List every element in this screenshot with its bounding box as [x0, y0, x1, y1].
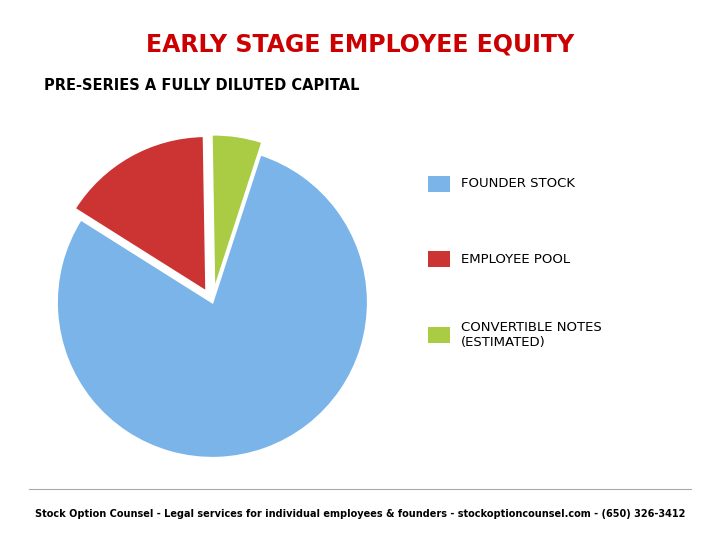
- Text: CONVERTIBLE NOTES
(ESTIMATED): CONVERTIBLE NOTES (ESTIMATED): [461, 321, 601, 349]
- Text: EARLY STAGE EMPLOYEE EQUITY: EARLY STAGE EMPLOYEE EQUITY: [146, 32, 574, 56]
- Text: Stock Option Counsel - Legal services for individual employees & founders - stoc: Stock Option Counsel - Legal services fo…: [35, 509, 685, 519]
- Wedge shape: [75, 136, 207, 292]
- Text: EMPLOYEE POOL: EMPLOYEE POOL: [461, 253, 570, 266]
- Wedge shape: [212, 134, 262, 290]
- Wedge shape: [57, 154, 368, 458]
- Text: PRE-SERIES A FULLY DILUTED CAPITAL: PRE-SERIES A FULLY DILUTED CAPITAL: [44, 78, 359, 93]
- Text: FOUNDER STOCK: FOUNDER STOCK: [461, 177, 575, 190]
